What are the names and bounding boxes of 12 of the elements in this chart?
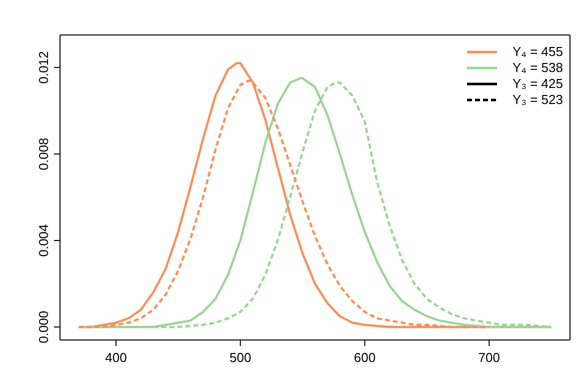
x-tick-label: 500 bbox=[230, 350, 252, 365]
y-tick-label: 0.000 bbox=[36, 310, 51, 344]
legend-label: Y₃ = 425 bbox=[512, 76, 563, 92]
legend-label: Y₃ = 523 bbox=[512, 92, 563, 108]
y-tick-label: 0.008 bbox=[36, 138, 51, 170]
x-tick-label: 400 bbox=[105, 350, 127, 365]
y-tick-label: 0.004 bbox=[36, 224, 51, 257]
legend-label: Y₄ = 455 bbox=[512, 44, 563, 60]
x-tick-label: 700 bbox=[478, 350, 500, 365]
y-tick-label: 0.012 bbox=[36, 51, 51, 84]
x-tick-label: 600 bbox=[354, 350, 376, 365]
legend-label: Y₄ = 538 bbox=[512, 60, 563, 76]
